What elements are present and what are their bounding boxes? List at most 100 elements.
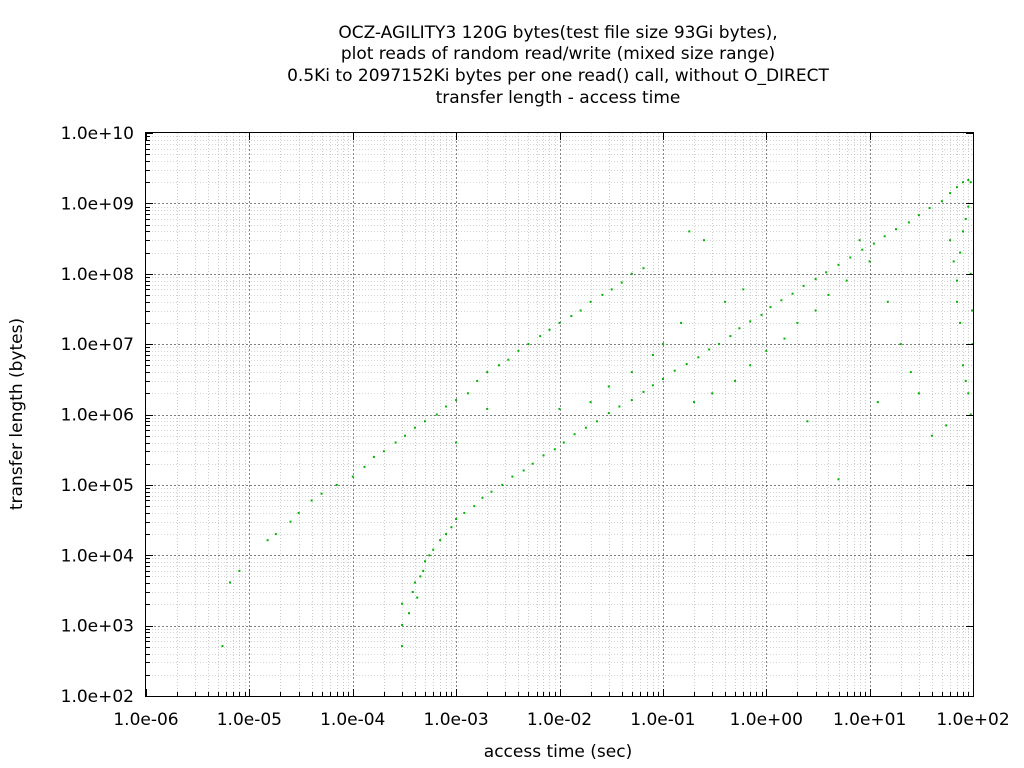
- data-point: [956, 279, 958, 282]
- y-tick-label: 1.0e+10: [61, 124, 134, 144]
- data-point: [693, 401, 695, 404]
- data-point: [408, 612, 410, 615]
- data-point: [971, 309, 974, 312]
- data-point: [445, 405, 448, 408]
- data-point: [718, 343, 721, 346]
- data-point: [962, 230, 964, 233]
- data-point: [661, 343, 664, 346]
- data-point: [738, 327, 741, 330]
- data-point: [742, 288, 745, 291]
- data-point: [872, 242, 875, 245]
- x-tick-label: 1.0e-03: [423, 710, 488, 730]
- data-point: [507, 358, 510, 361]
- data-point: [642, 390, 645, 393]
- data-point: [967, 179, 970, 181]
- data-point: [486, 371, 489, 374]
- data-point: [558, 321, 561, 324]
- data-point: [697, 356, 700, 359]
- x-tick-label: 1.0e-06: [113, 710, 178, 730]
- data-point: [724, 300, 727, 303]
- plot-frame: [145, 132, 974, 697]
- data-point: [703, 239, 705, 242]
- data-point: [630, 399, 633, 402]
- data-point: [876, 401, 879, 404]
- data-point: [969, 181, 972, 184]
- data-point: [445, 533, 448, 536]
- data-point: [570, 315, 573, 318]
- data-point: [895, 228, 897, 231]
- x-axis-label: access time (sec): [484, 742, 632, 762]
- data-point: [630, 371, 633, 374]
- data-point: [909, 371, 912, 374]
- data-point: [274, 533, 277, 536]
- data-point: [688, 230, 691, 233]
- data-point: [372, 455, 375, 458]
- data-point: [959, 321, 962, 324]
- y-tick-label: 1.0e+02: [61, 687, 134, 707]
- y-tick-label: 1.0e+04: [61, 546, 134, 566]
- data-point: [416, 596, 419, 599]
- data-point: [780, 299, 783, 302]
- data-point: [610, 288, 613, 291]
- x-tick-label: 1.0e-01: [630, 710, 695, 730]
- data-point: [952, 260, 955, 263]
- chart-title: OCZ-AGILITY3 120G bytes(test file size 9…: [287, 23, 829, 108]
- data-point: [791, 292, 794, 295]
- data-point: [486, 407, 489, 410]
- data-point: [450, 526, 453, 529]
- data-point: [404, 434, 406, 437]
- data-point: [320, 492, 323, 495]
- x-tick-label: 1.0e+00: [730, 710, 803, 730]
- data-point: [964, 379, 967, 382]
- data-point: [476, 379, 479, 382]
- data-point: [620, 281, 623, 284]
- data-point: [463, 511, 466, 514]
- data-point: [827, 293, 830, 296]
- data-point: [783, 337, 786, 340]
- data-point: [422, 569, 425, 572]
- data-point: [401, 645, 404, 648]
- data-point: [229, 581, 231, 584]
- data-point: [439, 539, 442, 542]
- data-point: [542, 454, 545, 457]
- data-point: [837, 263, 840, 266]
- data-point: [394, 441, 397, 444]
- data-point: [837, 478, 840, 481]
- data-point: [749, 320, 752, 323]
- data-point: [769, 306, 772, 309]
- data-point: [455, 518, 458, 520]
- data-point: [868, 260, 871, 263]
- data-point: [473, 505, 476, 508]
- data-point: [511, 475, 514, 478]
- data-point: [814, 309, 817, 312]
- data-point: [466, 392, 469, 395]
- data-point: [435, 413, 438, 416]
- data-point: [589, 401, 592, 404]
- data-point: [949, 192, 952, 195]
- data-point: [928, 207, 931, 209]
- x-tick-label: 1.0e-04: [320, 710, 385, 730]
- data-point: [956, 300, 958, 303]
- data-point: [685, 363, 688, 366]
- data-point: [455, 441, 458, 444]
- data-point: [945, 424, 948, 427]
- data-point: [589, 300, 592, 303]
- data-point: [428, 554, 431, 557]
- data-point: [531, 462, 534, 465]
- data-point: [796, 321, 799, 324]
- data-points: [221, 179, 974, 648]
- data-point: [907, 221, 910, 224]
- data-point: [967, 392, 970, 395]
- data-point: [949, 239, 952, 242]
- data-point: [959, 251, 962, 254]
- data-point: [289, 520, 292, 523]
- title-line-3: 0.5Ki to 2097152Ki bytes per one read() …: [287, 66, 829, 86]
- data-point: [651, 384, 654, 387]
- y-axis-label: transfer length (bytes): [7, 318, 27, 510]
- data-point: [673, 369, 676, 372]
- title-line-4: transfer length - access time: [436, 88, 681, 108]
- data-point: [749, 364, 752, 367]
- y-tick-label: 1.0e+05: [61, 476, 134, 496]
- data-point: [883, 235, 886, 238]
